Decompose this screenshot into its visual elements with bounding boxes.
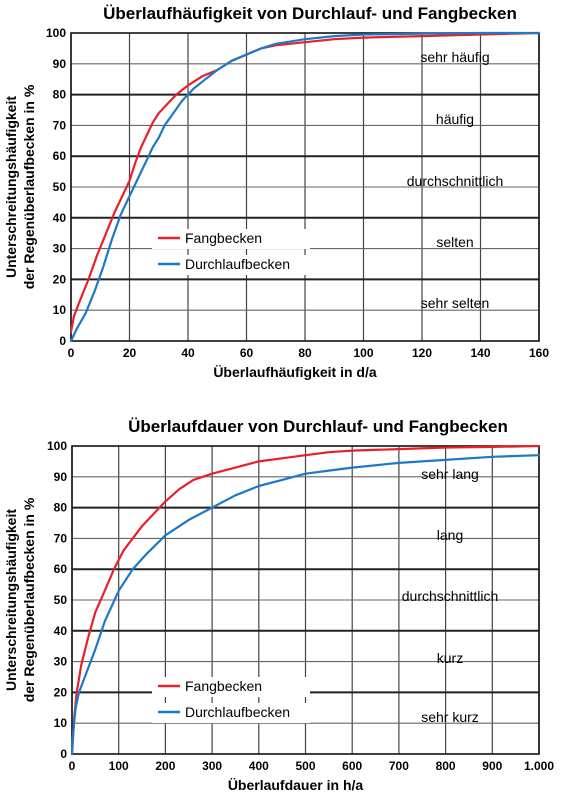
legend: Fangbecken Durchlaufbecken [152, 677, 310, 723]
y-tick-label: 30 [53, 242, 67, 256]
y-tick-label: 20 [53, 272, 67, 286]
series-line-fangbecken [69, 31, 541, 333]
y-tick-label: 10 [54, 716, 68, 730]
x-tick-label: 100 [353, 346, 373, 360]
legend-background [152, 677, 310, 697]
series-line-durchlaufbecken [69, 31, 541, 343]
legend-background [152, 703, 310, 723]
chart-1: Überlaufhäufigkeit von Durchlauf- und Fa… [3, 4, 549, 380]
x-tick-label: 800 [436, 759, 456, 773]
y-tick-label: 90 [53, 57, 67, 71]
x-tick-label: 900 [482, 759, 502, 773]
y-tick-label: 100 [47, 439, 67, 453]
legend-label: Durchlaufbecken [185, 256, 290, 272]
band-label: durchschnittlich [402, 588, 499, 604]
x-tick-label: 700 [389, 759, 409, 773]
band-label: sehr kurz [421, 709, 479, 725]
band-label: lang [437, 527, 463, 543]
x-tick-label: 20 [123, 346, 137, 360]
y-axis-label: Unterschreitungshäufigkeit [3, 96, 19, 278]
x-tick-label: 300 [202, 759, 222, 773]
y-tick-label: 40 [54, 624, 68, 638]
axis-frame [70, 32, 540, 342]
y-tick-label: 50 [53, 180, 67, 194]
y-tick-label: 60 [54, 562, 68, 576]
band-label: selten [436, 234, 473, 250]
legend-label: Fangbecken [185, 230, 262, 246]
y-tick-label: 40 [53, 211, 67, 225]
x-axis-label: Überlaufdauer in h/a [228, 777, 364, 793]
band-label: sehr lang [421, 466, 479, 482]
x-tick-label: 160 [529, 346, 549, 360]
y-tick-label: 90 [54, 470, 68, 484]
y-axis-label: der Regenüberlaufbecken in % [21, 497, 37, 702]
legend-label: Durchlaufbecken [185, 704, 290, 720]
y-tick-label: 30 [54, 655, 68, 669]
y-tick-label: 80 [54, 501, 68, 515]
chart-title: Überlaufhäufigkeit von Durchlauf- und Fa… [103, 4, 517, 23]
y-tick-label: 80 [53, 88, 67, 102]
x-tick-label: 400 [249, 759, 269, 773]
legend: Fangbecken Durchlaufbecken [152, 229, 310, 275]
x-axis-label: Überlaufhäufigkeit in d/a [213, 364, 377, 380]
x-tick-label: 100 [109, 759, 129, 773]
x-tick-label: 200 [155, 759, 175, 773]
y-tick-label: 70 [54, 531, 68, 545]
y-tick-label: 10 [53, 303, 67, 317]
legend-background [152, 229, 310, 249]
x-tick-label: 140 [470, 346, 490, 360]
legend-background [152, 255, 310, 275]
x-tick-label: 600 [342, 759, 362, 773]
y-tick-label: 100 [46, 26, 66, 40]
band-label: durchschnittlich [407, 173, 504, 189]
x-tick-label: 0 [69, 759, 76, 773]
y-axis-label: Unterschreitungshäufigkeit [3, 509, 19, 691]
y-axis-label: der Regenüberlaufbecken in % [21, 84, 37, 289]
chart-2: Überlaufdauer von Durchlauf- und Fangbec… [3, 417, 554, 793]
x-tick-label: 500 [295, 759, 315, 773]
y-tick-label: 20 [54, 685, 68, 699]
x-tick-label: 80 [298, 346, 312, 360]
x-tick-label: 60 [240, 346, 254, 360]
band-label: sehr selten [421, 295, 489, 311]
x-tick-label: 1.000 [524, 759, 554, 773]
x-tick-label: 40 [181, 346, 195, 360]
y-tick-label: 60 [53, 149, 67, 163]
y-tick-label: 0 [59, 334, 66, 348]
axis-frame [71, 445, 540, 755]
band-label: sehr häufig [420, 49, 489, 65]
x-tick-label: 120 [412, 346, 432, 360]
y-tick-label: 70 [53, 118, 67, 132]
chart-title: Überlaufdauer von Durchlauf- und Fangbec… [128, 417, 508, 436]
series-line-fangbecken [70, 444, 541, 756]
band-label: kurz [437, 650, 463, 666]
series-line-durchlaufbecken [70, 454, 541, 756]
y-tick-label: 0 [60, 747, 67, 761]
band-label: häufig [436, 111, 474, 127]
y-tick-label: 50 [54, 593, 68, 607]
x-tick-label: 0 [68, 346, 75, 360]
legend-label: Fangbecken [185, 678, 262, 694]
